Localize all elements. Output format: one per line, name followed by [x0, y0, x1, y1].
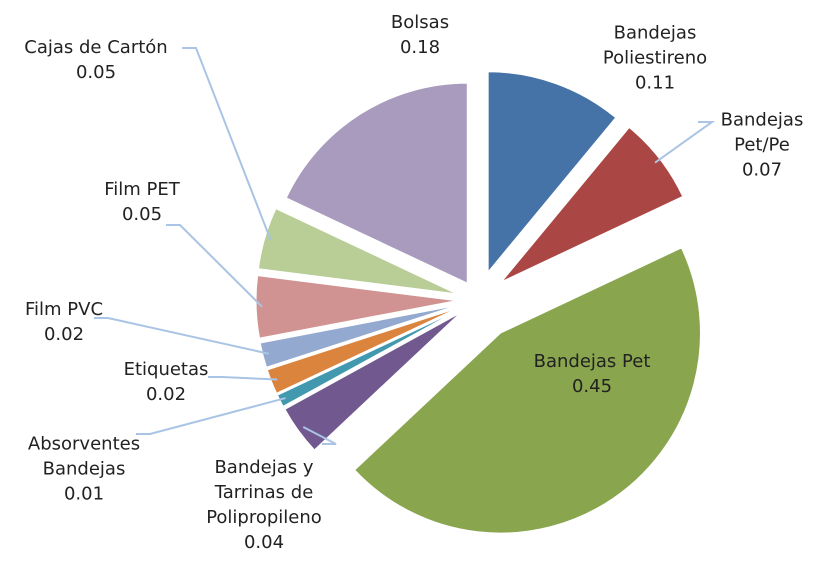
pie-slice [257, 208, 458, 295]
leader-line [94, 317, 270, 355]
slice-label-value: 0.11 [634, 72, 676, 94]
pie-slice [284, 312, 461, 451]
pie-slice [259, 304, 457, 368]
slice-label: Bandejas Poliestireno 0.11 [580, 21, 730, 96]
slice-label-value: 0.07 [741, 159, 783, 181]
slice-label-value: 0.04 [243, 532, 285, 553]
slice-label-name: Cajas de Cartón [24, 37, 168, 58]
pie-slice [255, 275, 457, 339]
slice-label-name: Film PET [104, 179, 180, 200]
slice-label-value: 0.05 [121, 204, 163, 225]
slice-label-name: Film PVC [24, 299, 104, 320]
slice-label-name: Bandejas Pet [533, 351, 651, 372]
slice-label: Film PET 0.05 [82, 177, 202, 227]
leader-line [182, 47, 272, 241]
slice-label: Etiquetas 0.02 [106, 357, 226, 407]
leader-line [208, 376, 278, 381]
slice-label: Absorventes Bandejas 0.01 [19, 432, 149, 507]
slice-label-value: 0.02 [43, 324, 85, 345]
pie-slice [285, 82, 468, 284]
pie-slice [266, 307, 458, 394]
slice-label-name: Bolsas [390, 12, 450, 33]
slice-label-value: 0.01 [63, 483, 105, 505]
leader-line [136, 397, 286, 435]
pie-slice [353, 247, 701, 534]
pie-slice [487, 71, 617, 274]
slice-label-value: 0.45 [571, 376, 613, 397]
slice-label: Cajas de Cartón 0.05 [0, 35, 196, 85]
pie-slice [276, 309, 459, 408]
slice-label: Film PVC 0.02 [9, 297, 119, 347]
slice-label-value: 0.18 [399, 37, 441, 58]
leader-line [654, 121, 716, 164]
slice-label-name: Etiquetas [123, 359, 209, 380]
leader-line [166, 224, 263, 308]
slice-label-name: Bandejas y Tarrinas de Polipropileno [206, 457, 322, 528]
slice-label-name: Absorventes Bandejas [27, 433, 141, 480]
slice-label-value: 0.05 [75, 62, 117, 83]
leader-line [302, 426, 337, 445]
slice-label: Bolsas 0.18 [370, 10, 470, 60]
slice-label-name: Bandejas Pet/Pe [720, 109, 804, 156]
slice-label: Bandejas y Tarrinas de Polipropileno 0.04 [189, 455, 339, 555]
slice-label: Bandejas Pet 0.45 [502, 349, 682, 399]
slice-label-value: 0.02 [145, 384, 187, 405]
slice-label: Bandejas Pet/Pe 0.07 [707, 108, 817, 183]
slice-label-name: Bandejas Poliestireno [602, 22, 708, 69]
